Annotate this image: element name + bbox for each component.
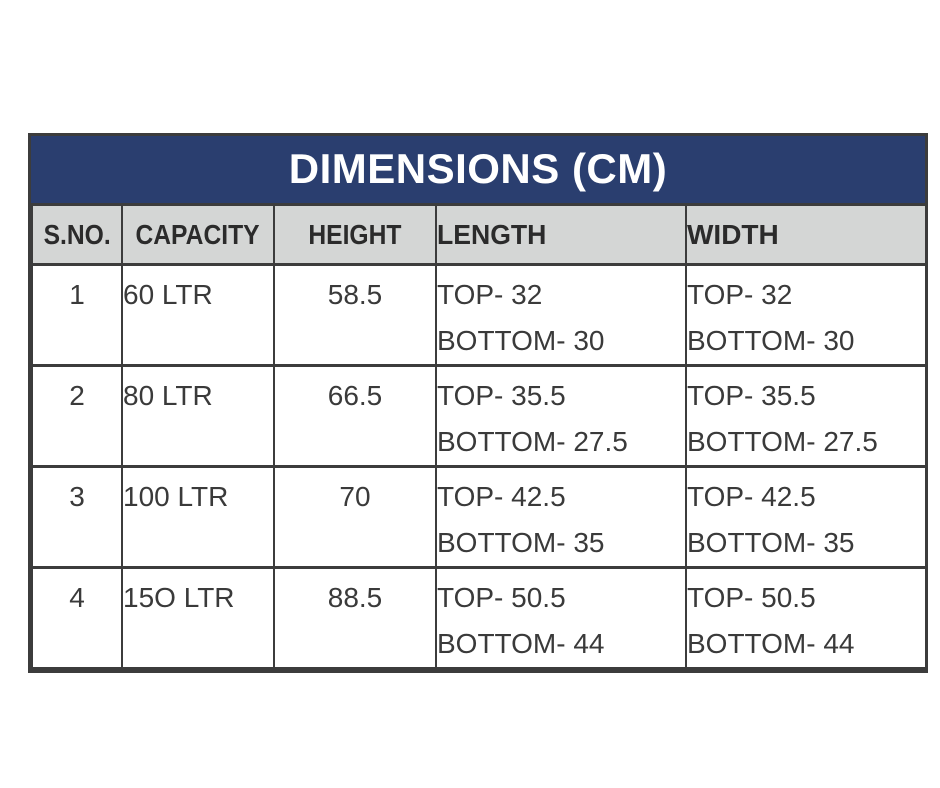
length-top-value: TOP- 35.5 (437, 380, 566, 411)
cell-height: 66.5 (273, 364, 437, 468)
table-row: 2 80 LTR 66.5 TOP- 35.5 BOTTOM- 27.5 TOP… (31, 364, 927, 468)
length-bottom-value: BOTTOM- 44 (437, 628, 605, 659)
width-bottom-value: BOTTOM- 27.5 (687, 426, 878, 457)
cell-sno: 3 (31, 465, 123, 569)
height-value: 66.5 (327, 380, 383, 411)
dimensions-table: DIMENSIONS (CM) S.NO. CAPACITY (28, 133, 928, 673)
column-header-height: HEIGHT (273, 203, 437, 266)
table-row: 3 100 LTR 70 TOP- 42.5 BOTTOM- 35 TOP- 4… (31, 465, 927, 569)
column-header-sno: S.NO. (31, 203, 123, 266)
cell-width: TOP- 42.5 BOTTOM- 35 (685, 465, 927, 569)
capacity-value: 15O LTR (123, 582, 235, 613)
column-header-height-label: HEIGHT (308, 218, 402, 250)
width-bottom-value: BOTTOM- 35 (687, 527, 855, 558)
height-value: 70 (339, 481, 371, 512)
sno-value: 1 (69, 279, 85, 310)
capacity-value: 100 LTR (123, 481, 229, 512)
width-bottom-value: BOTTOM- 44 (687, 628, 855, 659)
height-value: 88.5 (327, 582, 383, 613)
cell-width: TOP- 32 BOTTOM- 30 (685, 263, 927, 367)
cell-length: TOP- 32 BOTTOM- 30 (435, 263, 687, 367)
width-top-value: TOP- 42.5 (687, 481, 816, 512)
cell-length: TOP- 35.5 BOTTOM- 27.5 (435, 364, 687, 468)
column-header-capacity: CAPACITY (121, 203, 275, 266)
sno-value: 4 (69, 582, 85, 613)
table-row: 4 15O LTR 88.5 TOP- 50.5 BOTTOM- 44 TOP-… (31, 566, 927, 670)
width-top-value: TOP- 32 (687, 279, 793, 310)
cell-width: TOP- 50.5 BOTTOM- 44 (685, 566, 927, 670)
sno-value: 3 (69, 481, 85, 512)
cell-capacity: 15O LTR (121, 566, 275, 670)
table-title: DIMENSIONS (CM) (31, 136, 925, 203)
cell-sno: 2 (31, 364, 123, 468)
height-value: 58.5 (327, 279, 383, 310)
cell-width: TOP- 35.5 BOTTOM- 27.5 (685, 364, 927, 468)
cell-height: 58.5 (273, 263, 437, 367)
column-header-length-label: LENGTH (437, 218, 547, 250)
length-top-value: TOP- 42.5 (437, 481, 566, 512)
column-header-length: LENGTH (435, 203, 687, 266)
width-bottom-value: BOTTOM- 30 (687, 325, 855, 356)
column-header-width-label: WIDTH (687, 218, 779, 250)
spec-table: S.NO. CAPACITY HEIGHT LENGTH WIDTH (31, 203, 927, 670)
table-row: 1 60 LTR 58.5 TOP- 32 BOTTOM- 30 TOP- 32… (31, 263, 927, 367)
length-top-value: TOP- 50.5 (437, 582, 566, 613)
table-header-row: S.NO. CAPACITY HEIGHT LENGTH WIDTH (31, 203, 927, 266)
width-top-value: TOP- 50.5 (687, 582, 816, 613)
length-bottom-value: BOTTOM- 27.5 (437, 426, 628, 457)
cell-height: 88.5 (273, 566, 437, 670)
width-top-value: TOP- 35.5 (687, 380, 816, 411)
column-header-capacity-label: CAPACITY (135, 218, 261, 250)
capacity-value: 80 LTR (123, 380, 213, 411)
cell-height: 70 (273, 465, 437, 569)
cell-sno: 4 (31, 566, 123, 670)
length-top-value: TOP- 32 (437, 279, 543, 310)
cell-capacity: 60 LTR (121, 263, 275, 367)
length-bottom-value: BOTTOM- 35 (437, 527, 605, 558)
sno-value: 2 (69, 380, 85, 411)
cell-length: TOP- 50.5 BOTTOM- 44 (435, 566, 687, 670)
length-bottom-value: BOTTOM- 30 (437, 325, 605, 356)
column-header-sno-label: S.NO. (43, 218, 111, 250)
column-header-width: WIDTH (685, 203, 927, 266)
cell-sno: 1 (31, 263, 123, 367)
cell-capacity: 80 LTR (121, 364, 275, 468)
cell-length: TOP- 42.5 BOTTOM- 35 (435, 465, 687, 569)
cell-capacity: 100 LTR (121, 465, 275, 569)
capacity-value: 60 LTR (123, 279, 213, 310)
